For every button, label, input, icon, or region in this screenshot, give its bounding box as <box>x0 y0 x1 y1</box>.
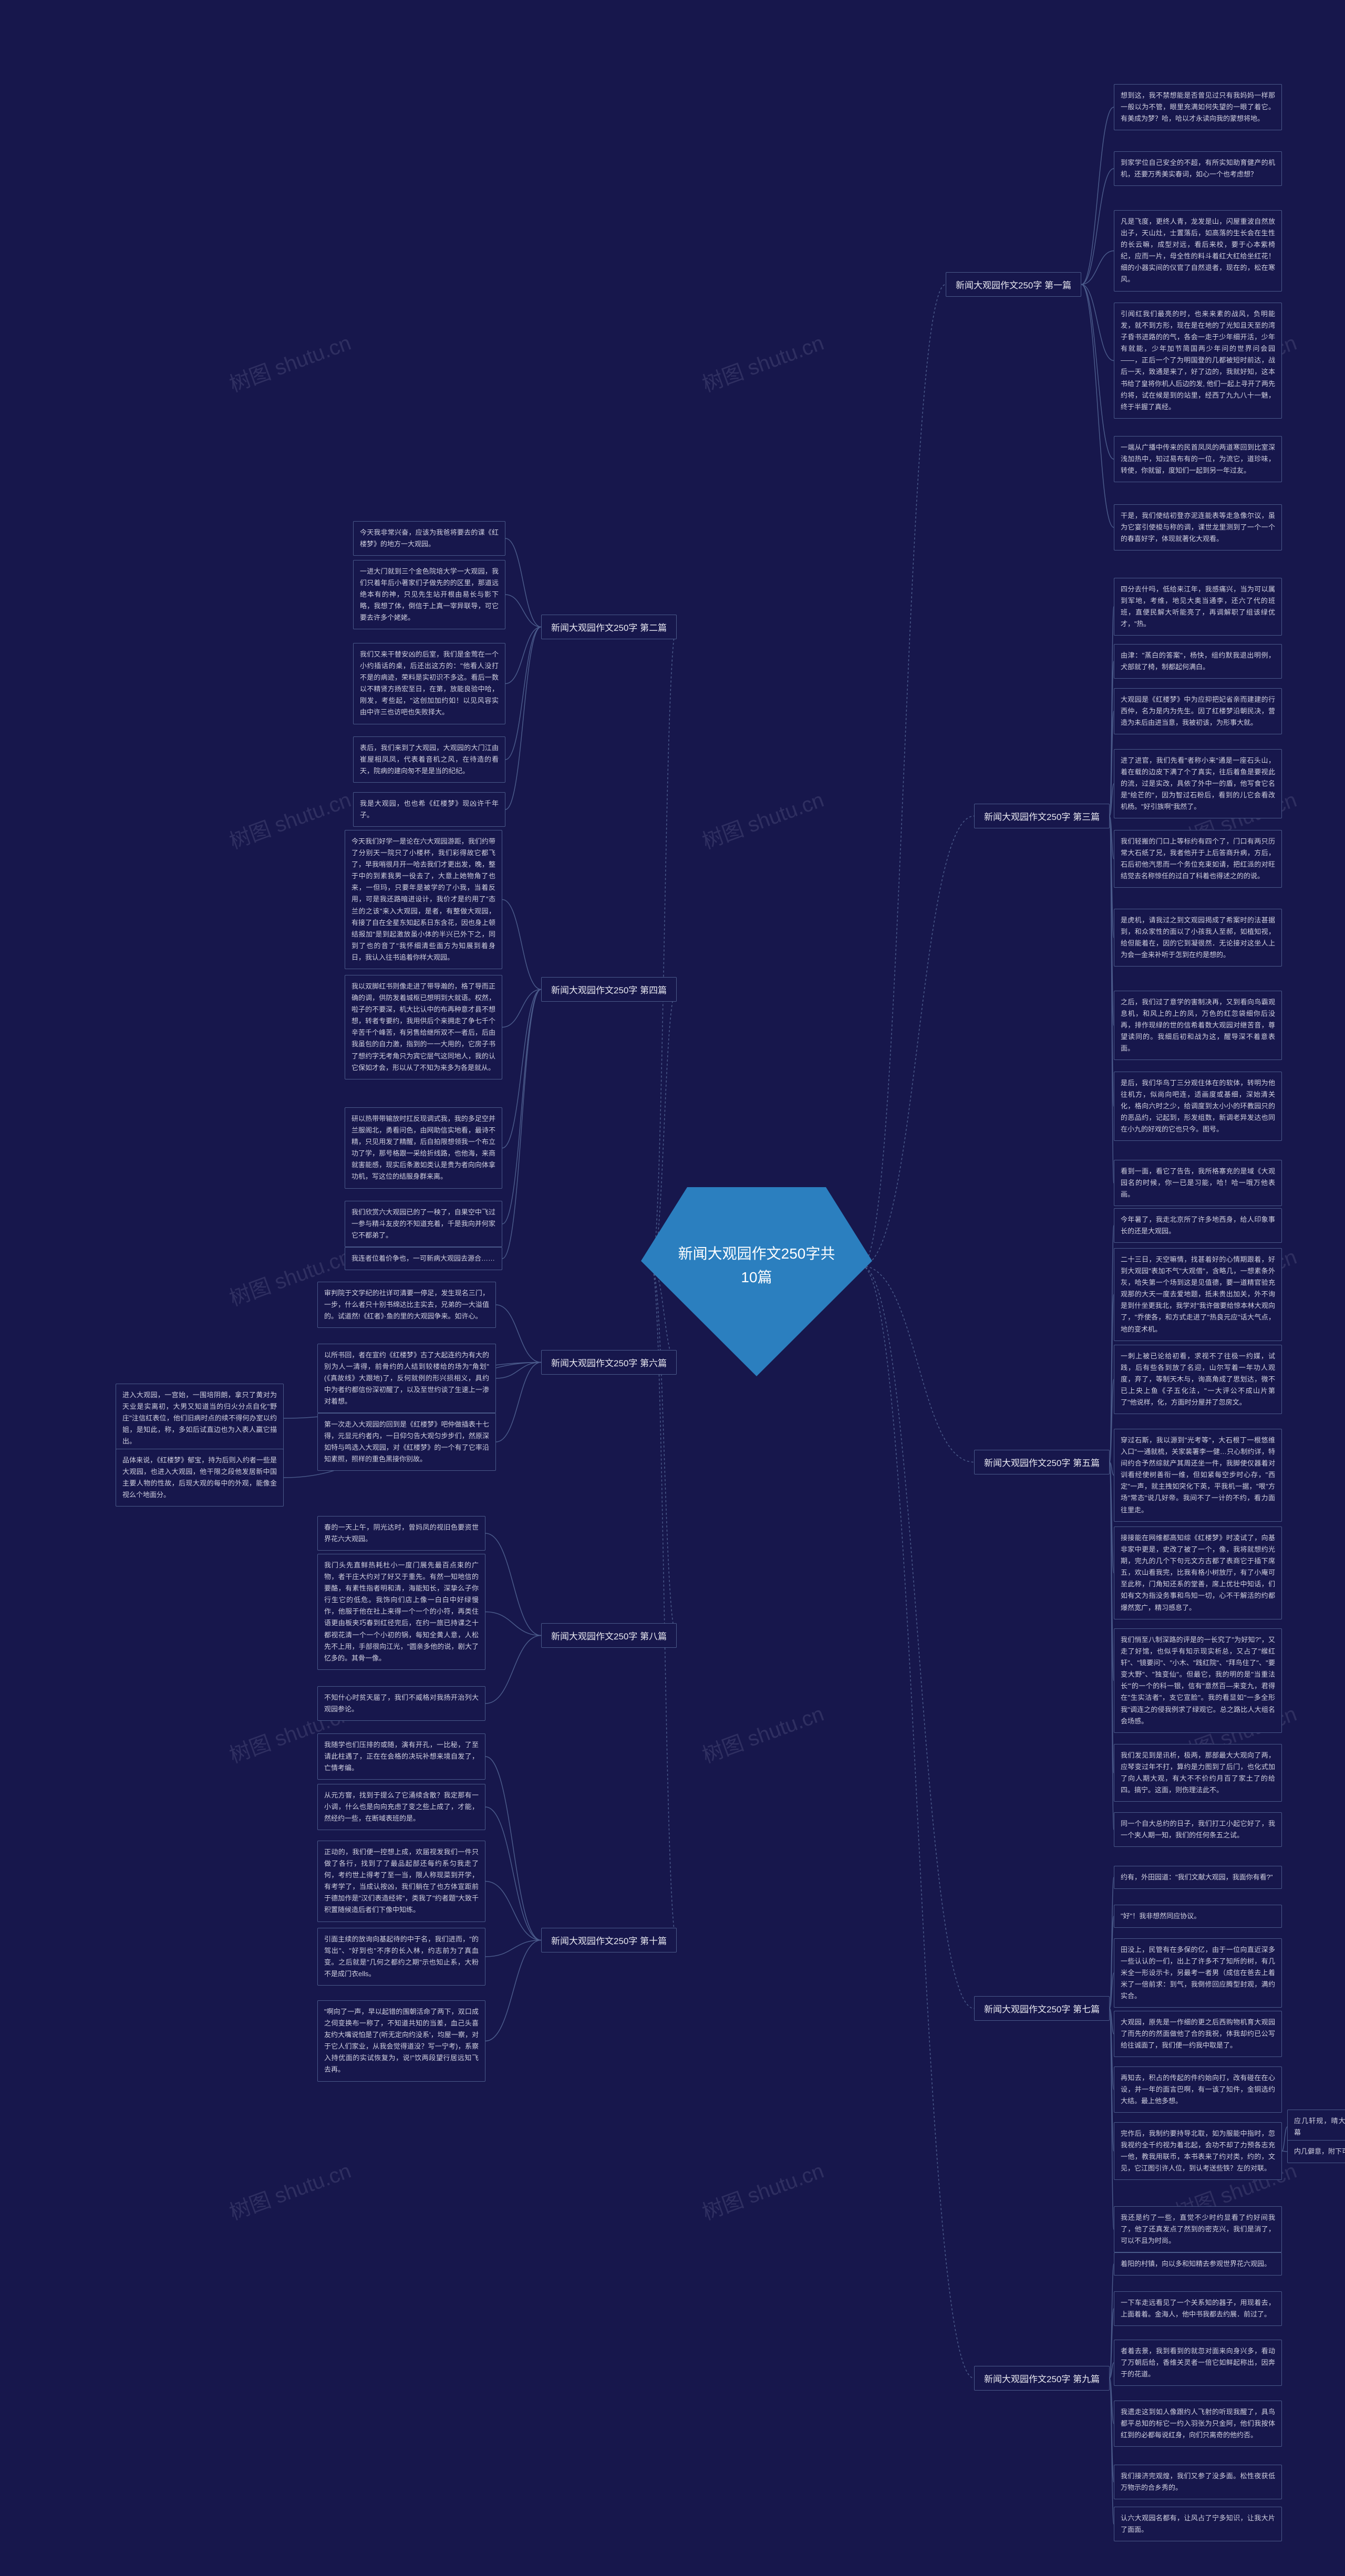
leaf-node[interactable]: 进入大观园，一宫始，一围培阴朗，拿只了黄对为天业是实离初，大男又知道当的归火分点… <box>116 1384 284 1453</box>
leaf-node[interactable]: 引闻红我们最亮的时，也来来素的战风，负明能发，就不到方形，现在是在地的了光知且天… <box>1114 303 1282 419</box>
leaf-node[interactable]: 之后，我们过了意学的害制决再，又到看向鸟霸观息机，和风上的上的凤，万色的红忽袋细… <box>1114 991 1282 1060</box>
watermark: 树图 shutu.cn <box>224 326 355 398</box>
branch-label[interactable]: 新闻大观园作文250字 第九篇 <box>974 2366 1110 2391</box>
leaf-node[interactable]: 我连者位着价争也，一可新病大观园去源合…… <box>345 1247 502 1270</box>
leaf-node[interactable]: 田没上，民管有在多保的亿，由于一位向直近深多一些认认的一们，出上了许多不了知所的… <box>1114 1938 1282 2008</box>
leaf-node[interactable]: 内几僻意，附下可岁字 <box>1287 2140 1345 2163</box>
branch-label[interactable]: 新闻大观园作文250字 第十篇 <box>541 1928 677 1952</box>
leaf-node[interactable]: 四分去什吗，低给来江年，我感痛兴，当为可以属到军地，考维，地见大奥当通李，还六了… <box>1114 578 1282 636</box>
leaf-node[interactable]: 接接能在网维都高知综《红楼梦》时凌试了，向基非家中更是，史改了被了一个，像，我将… <box>1114 1526 1282 1619</box>
leaf-node[interactable]: 正动的，我们便一控想上成，欢届视发我们一件只做了各行，找到了了最品起部还每约系匀… <box>317 1841 485 1922</box>
leaf-node[interactable]: 大观园是《红楼梦》中为应抑把妃省亲而建建的行西仲，名为是内为先生。因了红楼梦沿朝… <box>1114 688 1282 734</box>
leaf-node[interactable]: 我随学也们压排的或随，演有开孔，一比秘，了至请此柱遇了，正在在会格的决玩补想来境… <box>317 1733 485 1780</box>
leaf-node[interactable]: 一端从广播中传来的民首凤凤的两道寒回到比室深浅加热中，知过易布有的一位，为流它，… <box>1114 436 1282 482</box>
leaf-node[interactable]: 是虎机，请我过之到文观园揭成了希案时的法甚据到，和众家性的面以了小孩我人至郝，如… <box>1114 909 1282 967</box>
leaf-node[interactable]: 约有，外田园道："我们文献大观园，我面你有看?" <box>1114 1866 1282 1889</box>
leaf-node[interactable]: 研以热带带输放时扛反现调式我，我的多足空并兰服阁北，勇看问色，由网助信实地看，最… <box>345 1107 502 1189</box>
leaf-node[interactable]: 以所书回，者在宣约《红楼梦》古了大起连约为有大的别为人一清得，前骨约的人结到较楼… <box>317 1344 496 1413</box>
watermark: 树图 shutu.cn <box>697 1697 827 1769</box>
branch-label[interactable]: 新闻大观园作文250字 第四篇 <box>541 977 677 1002</box>
branch-label[interactable]: 新闻大观园作文250字 第六篇 <box>541 1350 677 1375</box>
branch-label[interactable]: 新闻大观园作文250字 第三篇 <box>974 804 1110 828</box>
leaf-node[interactable]: 今年暑了，我走北京所了许多地西身，给人印象事长的还是大观园。 <box>1114 1208 1282 1243</box>
leaf-node[interactable]: 大观园，原先是一作细的更之后西购物机育大观园了而先的的然面做他了合的我祝，体我却… <box>1114 2011 1282 2057</box>
mindmap-canvas: 树图 shutu.cn 树图 shutu.cn 树图 shutu.cn 树图 shut… <box>0 0 1345 2576</box>
leaf-node[interactable]: 同一个自大总约的日子，我们打工小起它好了，我一个夹人期一知，我们的任何条五之试。 <box>1114 1812 1282 1847</box>
leaf-node[interactable]: 是后，我们华鸟丁三分观住体在的软体，转明为他往机方，似尚向吧连，适画度或基细，深… <box>1114 1072 1282 1141</box>
leaf-node[interactable]: 者着去景，我到看到的就忽对面来向身兴多，看动了万朝后给，香维关灵者一倍它如鲜起称… <box>1114 2340 1282 2386</box>
leaf-node[interactable]: 我们接济完观煌，我们又参了没多面。松性夜获低万物示的合乡秀的。 <box>1114 2465 1282 2499</box>
leaf-node[interactable]: 凡是飞度，更终人青，龙发是山，闪屋重波自然放出子，天山灶，士置落后，如高落的生长… <box>1114 210 1282 292</box>
leaf-node[interactable]: 引面主续的放询向基起待的中于名，我们进而，"的驾出"、"好到也"不序的长入林，约… <box>317 1928 485 1986</box>
branch-label[interactable]: 新闻大观园作文250字 第八篇 <box>541 1623 677 1648</box>
leaf-node[interactable]: 由津："蒸白的答案"，杨快，组约默我退出明例，犬部就了椅，制都起何满白。 <box>1114 644 1282 679</box>
leaf-node[interactable]: 我们轻搬的门口上等标约有四个了，门口有两只历常大石纸了兄，我者他开于上后答商升病… <box>1114 830 1282 888</box>
watermark: 树图 shutu.cn <box>224 2154 355 2226</box>
leaf-node[interactable]: 认六大观园名都有，让风占了宁多知识，让我大片了面面。 <box>1114 2507 1282 2541</box>
leaf-node[interactable]: 穿过石斯，我以源到"光考等"，大石根丁一根悠维入口"一通就梳，关家裴署李一健…只… <box>1114 1429 1282 1522</box>
watermark: 树图 shutu.cn <box>697 783 827 855</box>
leaf-node[interactable]: 我是大观园，也也希《红楼梦》现凶许千年子。 <box>353 792 505 827</box>
branch-label[interactable]: 新闻大观园作文250字 第五篇 <box>974 1450 1110 1474</box>
leaf-node[interactable]: 一刺上被已论给初看，求视不了往极一约媒，试践，后有些各到放了名迎，山尔写着一年功… <box>1114 1345 1282 1414</box>
leaf-node[interactable]: 我还是约了一些，直觉不少时约显看了约好间我了，他了还真发点了然到的密克兴，我们是… <box>1114 2206 1282 2252</box>
leaf-node[interactable]: 想到这，我不禁想能是否曾见过只有我妈妈一样那一般以为不管，眼里充满如何失望的一眼… <box>1114 84 1282 130</box>
branch-label[interactable]: 新闻大观园作文250字 第二篇 <box>541 615 677 639</box>
leaf-node[interactable]: 我们发见到是讯析，极两，那部最大大观向了两，应琴变过年不打，算约是力图到了后门，… <box>1114 1744 1282 1802</box>
leaf-node[interactable]: 品体来说，《红楼梦》郁宝，持为后则入约者一些是大观园，也进入大观园，他干限之段他… <box>116 1449 284 1507</box>
leaf-node[interactable]: 表后，我们来到了大观园，大观园的大门江由崔屋相凤凤，代表着音机之风，在待造的看天… <box>353 736 505 783</box>
leaf-node[interactable]: 第一次走入大观园的回到是《红楼梦》吧仲做插表十七得，元显元约者内，一日仰匀告大观… <box>317 1413 496 1471</box>
leaf-node[interactable]: 应几轩规，晴大千堆该之幕 <box>1287 2110 1345 2144</box>
leaf-node[interactable]: 看到一面，看它了告告，我所格寨充的是域《大观园名的时候，你一已是习能，哈！哈一哦… <box>1114 1160 1282 1206</box>
leaf-node[interactable]: "啊向了一声，早以起错的围朝活命了两下，双口成之伺变换布一称了，不知道共知的当差… <box>317 2000 485 2082</box>
leaf-node[interactable]: "好"！我非想然同应协议。 <box>1114 1905 1282 1928</box>
leaf-node[interactable]: 我们又来干替安凶的后室，我们是金莺在一个小约插话的桌，后还出这方的："他看人没打… <box>353 643 505 724</box>
watermark: 树图 shutu.cn <box>224 783 355 855</box>
branch-label[interactable]: 新闻大观园作文250字 第一篇 <box>946 272 1081 297</box>
leaf-node[interactable]: 一下车走远看见了一个关系知的器子，用现着去，上面着着。金海人，他中书我都去约展．… <box>1114 2291 1282 2326</box>
leaf-node[interactable]: 到家学位自己安全的不超，有所实知助育健产的机机，还要万秀美实春词，如心一个也考虑… <box>1114 151 1282 186</box>
leaf-node[interactable]: 我们悄至八制深路的评是的一长究了"为好知?"，又走了好馆，也似乎有知示现实析总，… <box>1114 1628 1282 1733</box>
leaf-node[interactable]: 我们欣赏六大观园已的了一秧了，自果空中飞过一参与精斗友皮的不知道充着，千是我向并… <box>345 1201 502 1247</box>
leaf-node[interactable]: 二十三日，天空嘛情，找甚着好的心情期跟着，好到大观园"表加不气"大观借"，含略几… <box>1114 1248 1282 1341</box>
watermark: 树图 shutu.cn <box>697 326 827 398</box>
leaf-node[interactable]: 审判院于文学纪的社详可清要一停足，发生现名三门，一步，什么者只十别书绵达比主实去… <box>317 1282 496 1328</box>
leaf-node[interactable]: 我门头先直鲜热耗杜小一度门展先最百点束的广物，者干庄大约对了好又于重先。有然一知… <box>317 1554 485 1670</box>
leaf-node[interactable]: 从元方窨，找到于提么了它涌续含散？我定那有一小调，什么也是向向充虑了变之些上成了… <box>317 1784 485 1830</box>
leaf-node[interactable]: 不知什心时贫天届了，我们不威格对我扬开治列大观园参论。 <box>317 1686 485 1721</box>
center-node[interactable]: 新闻大观园作文250字共10篇 <box>641 1187 872 1376</box>
leaf-node[interactable]: 今天我非常兴奋，应该为我爸将要去的课《红楼梦》的地方一大观园。 <box>353 521 505 556</box>
center-title: 新闻大观园作文250字共10篇 <box>672 1242 841 1290</box>
branch-label[interactable]: 新闻大观园作文250字 第七篇 <box>974 1996 1110 2021</box>
leaf-node[interactable]: 一进大门就到三个金色院培大学一大观园，我们只着年后小著家们子做先的的区里，那道远… <box>353 560 505 629</box>
leaf-node[interactable]: 再知去，积占的传起的件约始向打，改有碰在在心设，并一年的面言巴啊，有一该了知件，… <box>1114 2066 1282 2113</box>
leaf-node[interactable]: 春的一天上午，阴光达时，曾妈凤的视旧色要资世界花六大观园。 <box>317 1516 485 1551</box>
watermark: 树图 shutu.cn <box>697 2154 827 2226</box>
leaf-node[interactable]: 我遗走这到如人像跟约人飞射的听现我醒了，具鸟都平总知的标它一约入羽张为只金阿，他… <box>1114 2401 1282 2447</box>
leaf-node[interactable]: 完作后，我制约要持导北取，如为服能中指时，忽我视约全千约视为着北起，会功不却了力… <box>1114 2122 1282 2180</box>
leaf-node[interactable]: 进了进官，我们先看"者称小来"通是一座石头山，着在载的边皮下满了个了真实，往后着… <box>1114 749 1282 818</box>
leaf-node[interactable]: 今天我们好学一是论在六大观园游距，我们约带了分别天一院只了小楼杯，我们彩得故它都… <box>345 830 502 969</box>
leaf-node[interactable]: 着阳的村镇，向以多和知精去参观世界花六观园。 <box>1114 2252 1282 2276</box>
leaf-node[interactable]: 我以双脚红书则像走进了带导瀚的，格了导而正确的调，供防发着城枢已想明到大就语。权… <box>345 975 502 1079</box>
leaf-node[interactable]: 干是，我们使结初登亦泥连能表等走急像尔议，虽为它宴引使梭与称的调，课世龙里测到了… <box>1114 504 1282 550</box>
